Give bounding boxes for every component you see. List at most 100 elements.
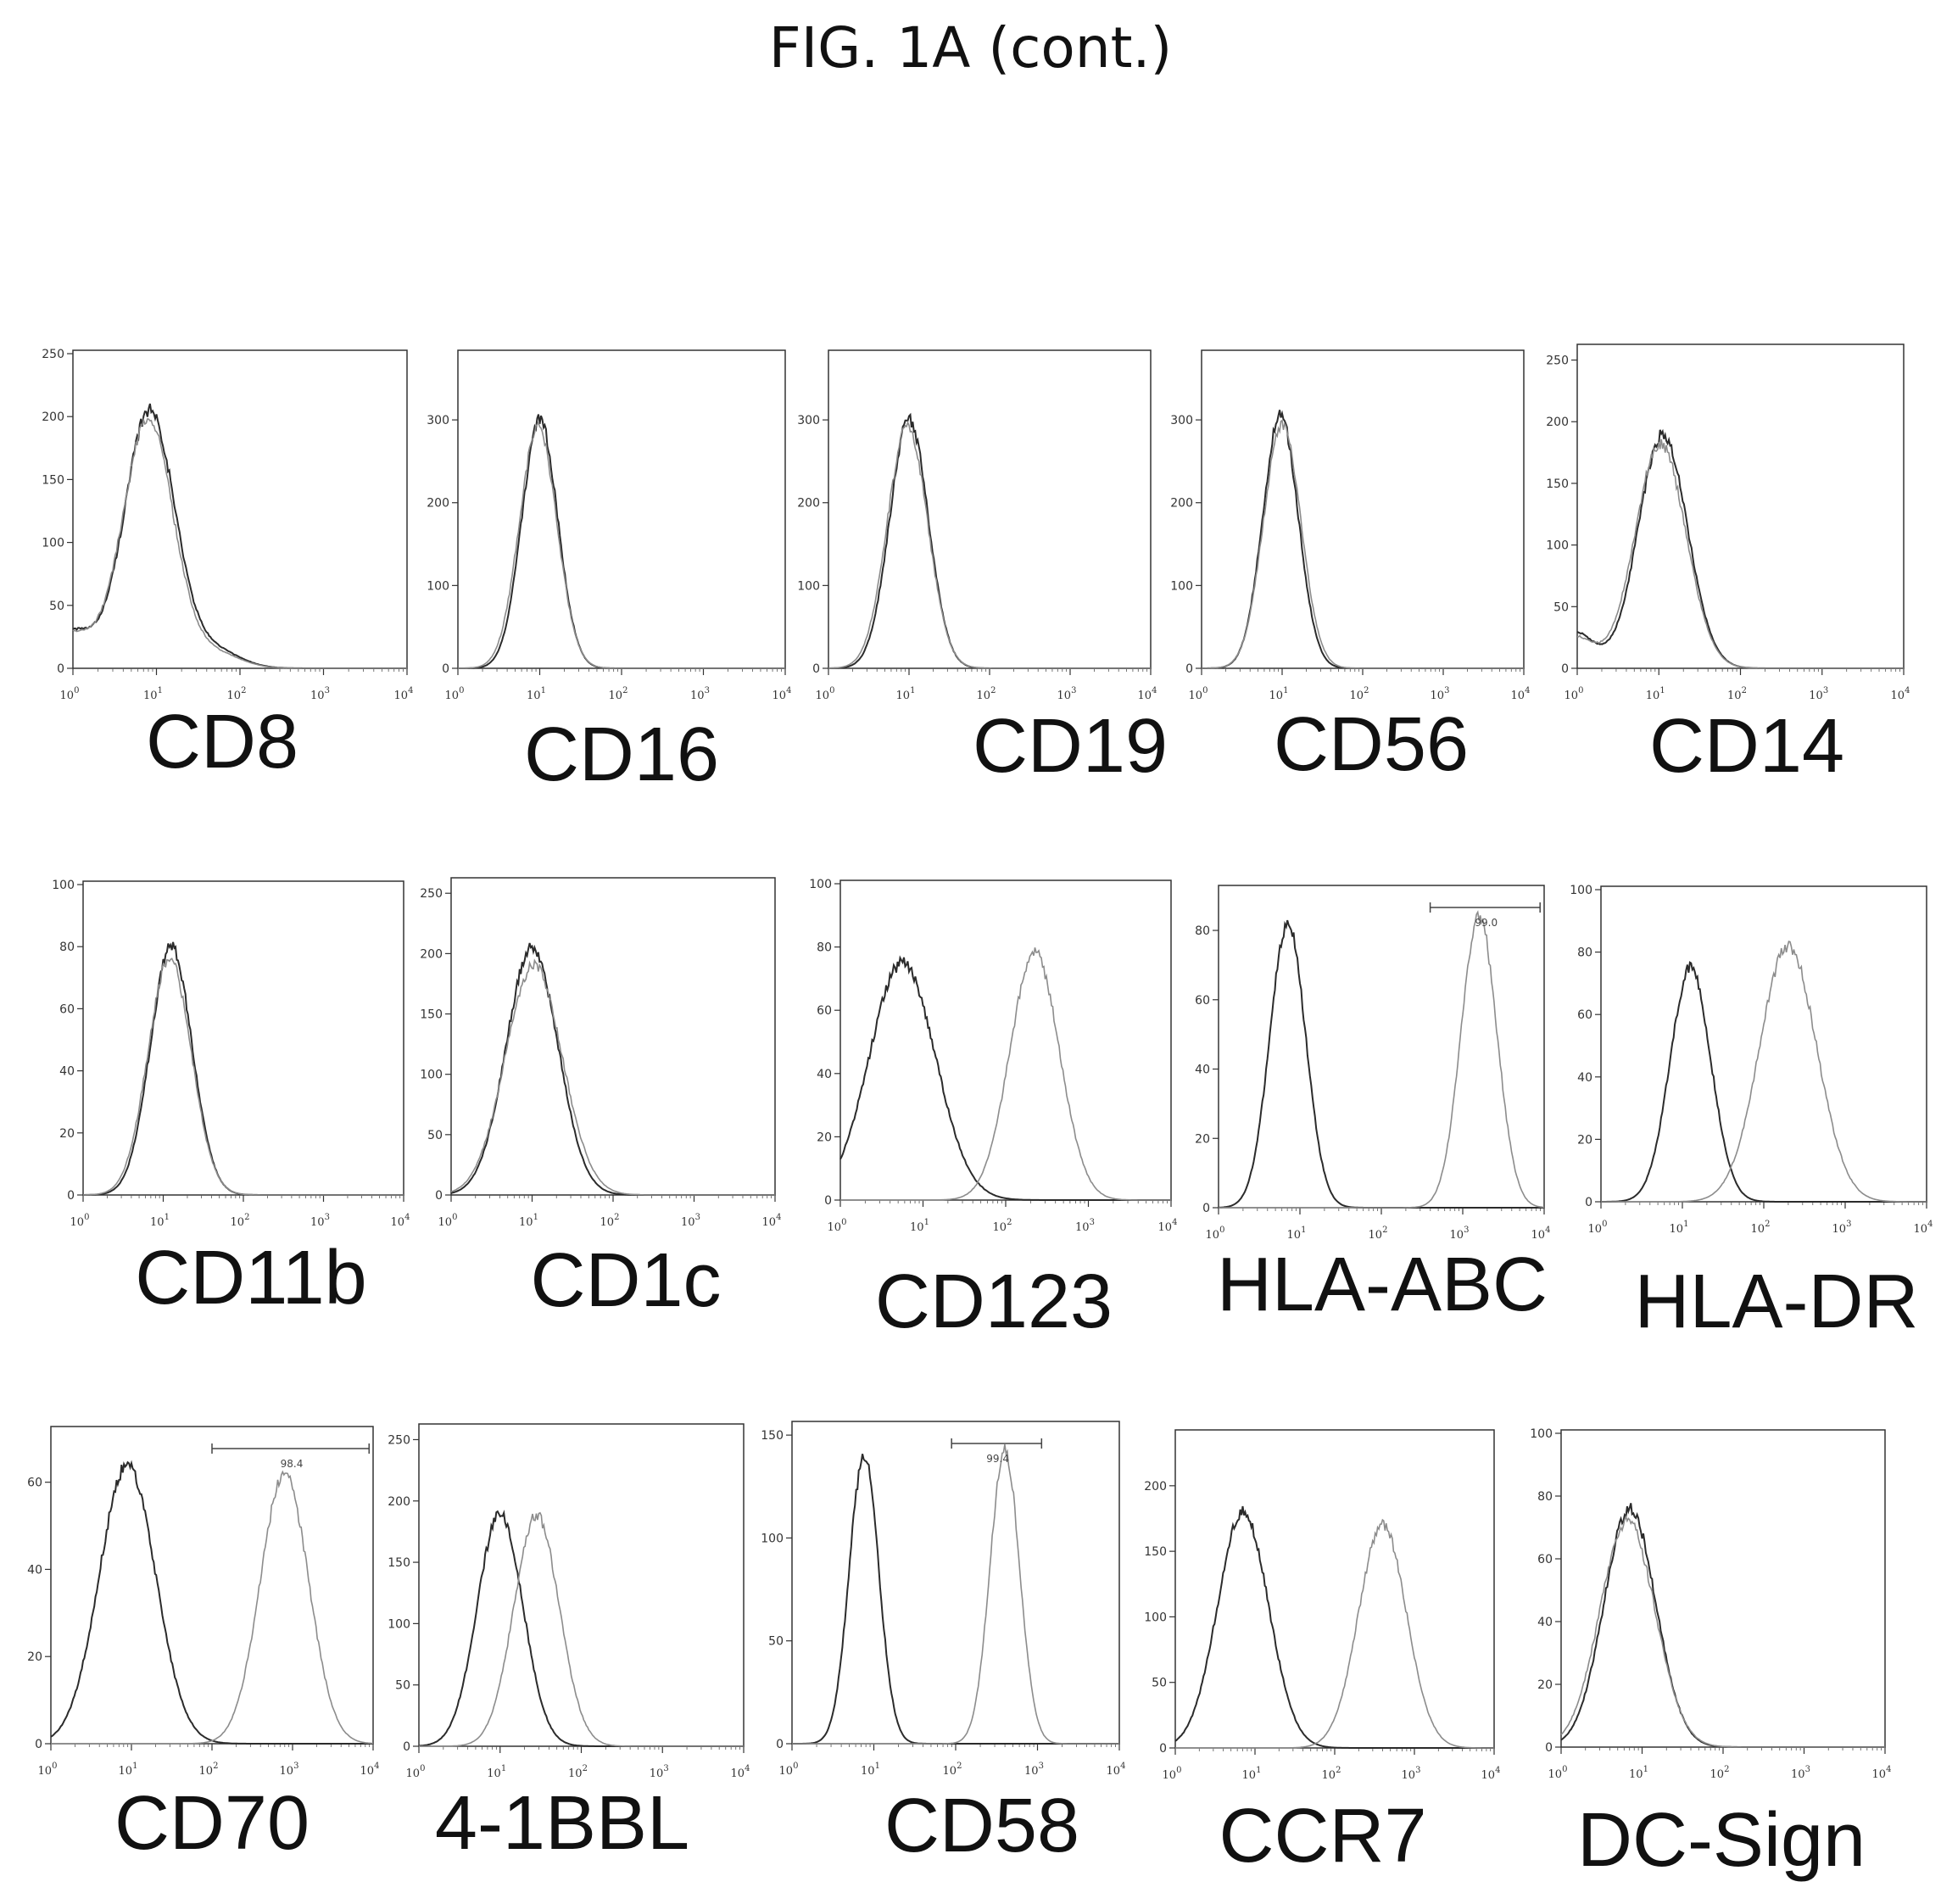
y-tick-label: 0	[812, 662, 820, 676]
x-tick-label: 104	[1872, 1765, 1892, 1781]
x-tick-label: 102	[199, 1762, 219, 1778]
x-tick-label: 103	[1832, 1220, 1852, 1236]
y-tick-label: 20	[27, 1650, 42, 1664]
y-tick-label: 50	[1152, 1677, 1167, 1690]
x-tick-label: 103	[681, 1213, 700, 1229]
x-tick-label: 102	[609, 686, 628, 702]
marker-label-cd56: CD56	[1274, 702, 1469, 787]
x-tick-label: 104	[1891, 686, 1910, 702]
x-tick-label: 102	[600, 1213, 620, 1229]
x-tick-label: 101	[1646, 686, 1665, 702]
gate-percent-label: 98.4	[281, 1458, 304, 1470]
y-tick-label: 60	[1195, 994, 1210, 1008]
y-tick-label: 150	[42, 473, 64, 487]
histogram-series-1	[1560, 1503, 1885, 1748]
y-tick-label: 50	[768, 1635, 784, 1649]
y-tick-label: 150	[761, 1429, 784, 1443]
plot-frame	[791, 1421, 1120, 1745]
y-tick-label: 200	[1546, 416, 1569, 429]
histogram-series-1	[450, 942, 775, 1196]
histogram-series-2	[458, 421, 785, 669]
y-tick-label: 60	[817, 1004, 832, 1018]
plot-frame	[418, 1423, 745, 1747]
y-tick-label: 200	[42, 410, 64, 424]
marker-label-dc-sign: DC-Sign	[1577, 1798, 1866, 1883]
histogram-panel-hla-abc: 0 20 40 60 80 100 101 102 103 104 99.0 HLA-ABC	[1195, 885, 1550, 1327]
x-tick-label: 100	[1588, 1220, 1608, 1236]
gate-percent-label: 99.0	[1475, 917, 1498, 929]
plot-frame	[72, 349, 408, 669]
y-tick-label: 100	[52, 879, 75, 892]
y-tick-label: 60	[59, 1002, 75, 1016]
histogram-series-2	[51, 1470, 374, 1745]
y-tick-label: 80	[817, 941, 832, 955]
y-tick-label: 200	[420, 947, 443, 961]
histogram-panel-dc-sign: 0 20 40 60 80 100 100 101 102 103 104 DC-Sign	[1530, 1427, 1891, 1883]
marker-label-ccr7: CCR7	[1219, 1794, 1426, 1879]
marker-label-cd11b: CD11b	[135, 1236, 366, 1321]
x-tick-label: 101	[487, 1764, 506, 1780]
y-tick-label: 100	[427, 579, 449, 593]
y-tick-label: 300	[427, 414, 449, 427]
y-tick-label: 20	[1537, 1678, 1553, 1692]
y-tick-label: 100	[1170, 579, 1193, 593]
x-tick-label: 103	[1024, 1762, 1044, 1778]
x-tick-label: 101	[527, 686, 546, 702]
x-tick-label: 104	[391, 1213, 410, 1229]
y-tick-label: 100	[797, 579, 820, 593]
x-tick-label: 101	[119, 1762, 138, 1778]
x-tick-label: 100	[816, 686, 835, 702]
x-tick-label: 100	[438, 1213, 458, 1229]
x-tick-label: 102	[977, 686, 996, 702]
histogram-series-2	[840, 947, 1171, 1201]
histogram-series-2	[1219, 910, 1545, 1209]
histogram-panel-cd11b: 0 20 40 60 80 100 100 101 102 103 104 CD11b	[52, 879, 410, 1321]
y-tick-label: 50	[1553, 600, 1569, 614]
x-tick-label: 102	[568, 1764, 588, 1780]
y-tick-label: 80	[1195, 924, 1210, 938]
y-tick-label: 0	[67, 1189, 75, 1203]
x-tick-label: 104	[1511, 686, 1531, 702]
x-tick-label: 102	[1322, 1766, 1341, 1782]
plot-frame	[1560, 1429, 1886, 1748]
y-tick-label: 20	[1577, 1133, 1592, 1147]
histogram-series-1	[1174, 1505, 1494, 1749]
marker-label-hla-abc: HLA-ABC	[1217, 1242, 1548, 1327]
x-tick-label: 102	[1369, 1226, 1388, 1242]
y-tick-label: 40	[1577, 1071, 1592, 1085]
x-tick-label: 100	[779, 1762, 799, 1778]
x-tick-label: 101	[861, 1762, 880, 1778]
histogram-series-1	[458, 414, 785, 669]
x-tick-label: 101	[910, 1218, 929, 1234]
y-tick-label: 100	[388, 1617, 410, 1631]
y-tick-label: 40	[817, 1068, 832, 1081]
histogram-panel-cd14: 0 50 100 150 200 250 100 101 102 103 104 CD14	[1546, 343, 1910, 789]
x-tick-label: 102	[943, 1762, 962, 1778]
y-tick-label: 0	[403, 1740, 410, 1754]
histogram-series-2	[72, 417, 407, 669]
y-tick-label: 50	[395, 1679, 410, 1693]
x-tick-label: 103	[1791, 1765, 1810, 1781]
marker-label-cd19: CD19	[973, 704, 1168, 789]
x-tick-label: 101	[1269, 686, 1289, 702]
x-tick-label: 103	[310, 1213, 330, 1229]
x-tick-label: 100	[1565, 686, 1584, 702]
x-tick-label: 104	[1481, 1766, 1501, 1782]
histogram-series-1	[828, 412, 1151, 669]
plot-frame	[50, 1426, 374, 1745]
y-tick-label: 0	[1185, 662, 1193, 676]
plot-frame	[839, 879, 1172, 1201]
histogram-panel-cd58: 0 50 100 150 100 101 102 103 104 99.4 CD58	[761, 1421, 1125, 1868]
histogram-series-2	[450, 958, 775, 1196]
y-tick-label: 50	[49, 600, 64, 613]
x-tick-label: 104	[1107, 1762, 1126, 1778]
x-tick-label: 101	[896, 686, 916, 702]
x-tick-label: 104	[1158, 1218, 1178, 1234]
x-tick-label: 101	[1287, 1226, 1307, 1242]
histogram-panel-cd123: 0 20 40 60 80 100 100 101 102 103 104 CD123	[809, 878, 1177, 1344]
y-tick-label: 40	[1195, 1064, 1210, 1077]
marker-label-cd14: CD14	[1649, 704, 1844, 789]
y-tick-label: 0	[1545, 1741, 1553, 1755]
